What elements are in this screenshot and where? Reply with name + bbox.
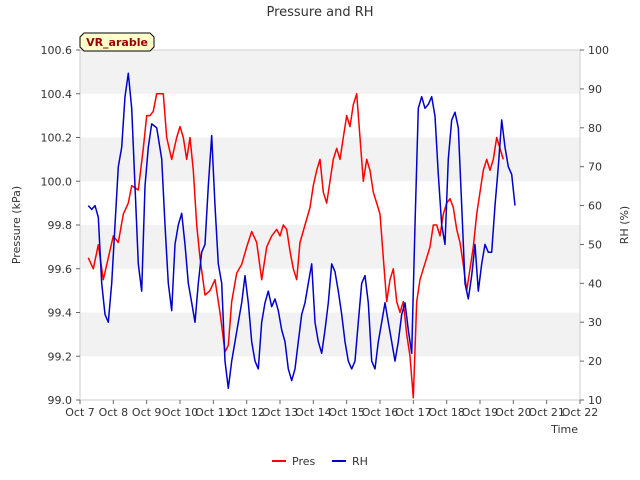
series-layer [87, 72, 516, 399]
y-axis-label: Pressure (kPa) [10, 186, 23, 264]
x-tick-label: Oct 19 [462, 406, 499, 419]
vr-arable-badge: VR_arable [79, 32, 155, 52]
x-tick-label: Oct 10 [162, 406, 199, 419]
x-tick-label: Oct 15 [328, 406, 365, 419]
x-tick-label: Oct 20 [495, 406, 532, 419]
x-tick-label: Oct 22 [562, 406, 599, 419]
series-line-rh [87, 72, 516, 390]
y2-axis-label: RH (%) [618, 206, 631, 244]
right-tick-label: 10 [588, 394, 602, 407]
x-tick-label: Oct 18 [428, 406, 465, 419]
right-tick-label: 30 [588, 316, 602, 329]
series-line-pres [87, 92, 505, 399]
right-tick-label: 60 [588, 200, 602, 213]
right-axis: 10 20 30 40 50 60 70 80 90 100 [580, 44, 609, 407]
right-tick-label: 40 [588, 277, 602, 290]
chart-title: Pressure and RH [266, 5, 373, 20]
left-axis: 99.0 99.2 99.4 99.6 99.8 100.0 100.2 100.4 100.6 [41, 44, 80, 407]
left-tick-label: 99.8 [48, 219, 73, 232]
x-tick-label: Oct 11 [195, 406, 232, 419]
right-tick-label: 90 [588, 83, 602, 96]
right-tick-label: 20 [588, 355, 602, 368]
right-tick-label: 100 [588, 44, 609, 57]
x-tick-label: Oct 12 [228, 406, 265, 419]
x-tick-label: Oct 17 [395, 406, 432, 419]
right-tick-label: 70 [588, 161, 602, 174]
x-tick-label: Oct 9 [132, 406, 162, 419]
x-tick-label: Oct 13 [262, 406, 299, 419]
left-tick-label: 99.0 [48, 394, 73, 407]
x-tick-label: Oct 16 [362, 406, 399, 419]
left-tick-label: 100.6 [41, 44, 73, 57]
x-tick-label: Oct 8 [99, 406, 129, 419]
right-tick-label: 80 [588, 122, 602, 135]
legend-label-rh: RH [352, 455, 368, 468]
left-tick-label: 100.4 [41, 88, 73, 101]
band-5 [80, 137, 580, 182]
band-7 [80, 50, 580, 94]
left-tick-label: 99.2 [48, 350, 73, 363]
x-tick-label: Oct 14 [295, 406, 332, 419]
legend: Pres RH [272, 455, 368, 468]
x-axis-label: Time [550, 423, 578, 436]
left-tick-label: 99.4 [48, 307, 73, 320]
band-3 [80, 225, 580, 269]
left-tick-label: 100.2 [41, 132, 73, 145]
legend-label-pres: Pres [292, 455, 315, 468]
x-tick-label: Oct 21 [528, 406, 565, 419]
badge-box [79, 32, 155, 52]
x-tick-label: Oct 7 [65, 406, 95, 419]
band-1 [80, 312, 580, 357]
badge-label: VR_arable [86, 36, 148, 49]
band-4 [80, 181, 580, 225]
right-tick-label: 50 [588, 238, 602, 251]
left-tick-label: 99.6 [48, 263, 73, 276]
band-0 [80, 356, 580, 400]
left-tick-label: 100.0 [41, 175, 73, 188]
